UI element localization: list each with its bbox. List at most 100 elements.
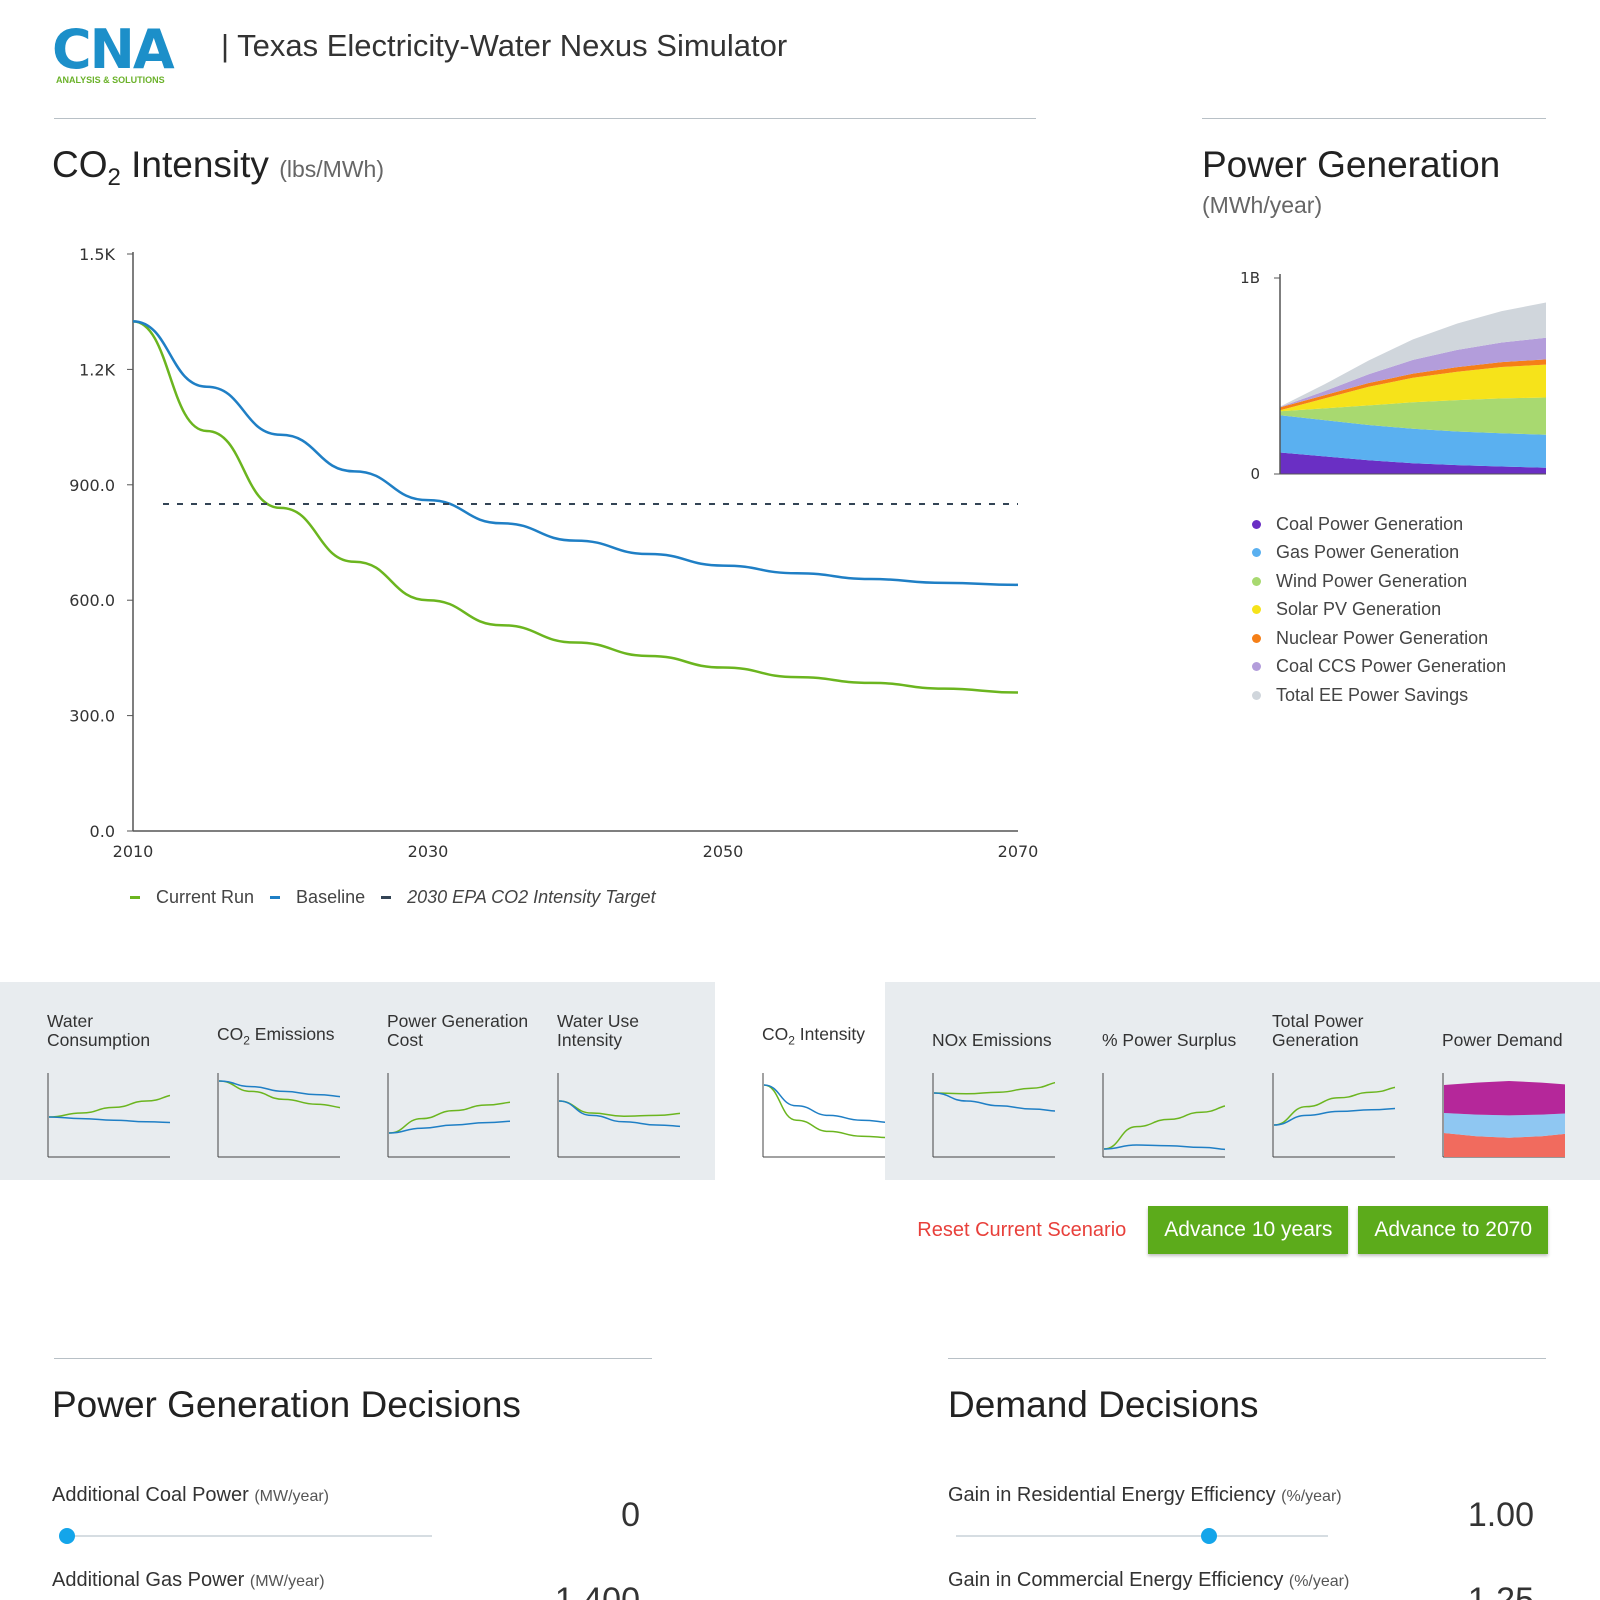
y-tick-label: 0 (1250, 465, 1260, 483)
slider-label-text: Gain in Commercial Energy Efficiency (948, 1569, 1289, 1591)
sparkline (387, 1073, 510, 1158)
slider-label-text: Additional Coal Power (52, 1484, 255, 1506)
divider (54, 118, 1036, 119)
legend-label: Total EE Power Savings (1276, 684, 1469, 705)
y-tick-label: 0.0 (90, 822, 115, 841)
metric-tile-nox-emissions[interactable]: NOx Emissions (885, 982, 1055, 1180)
metric-tile-water-consumption[interactable]: Water Consumption (0, 982, 170, 1180)
sparkline (1272, 1073, 1395, 1158)
power-generation-title: Power Generation (1202, 144, 1501, 185)
scenario-actions: Reset Current Scenario Advance 10 years … (917, 1206, 1548, 1254)
slider-unit: (MW/year) (249, 1573, 325, 1590)
slider-value: 0 (621, 1496, 640, 1534)
baseline-sparkline (1273, 1107, 1395, 1126)
y-tick-label: 1.2K (79, 360, 115, 379)
current-run-sparkline (218, 1080, 340, 1109)
baseline-sparkline (933, 1092, 1055, 1112)
legend-label: Baseline (296, 887, 366, 907)
power-generation-legend: Coal Power Generation Gas Power Generatio… (1252, 510, 1506, 710)
app-header: CNA ANALYSIS & SOLUTIONS | Texas Electri… (52, 20, 787, 90)
current-run-sparkline (48, 1094, 170, 1118)
legend-dot (1252, 548, 1261, 558)
slider-value: 1,400 (554, 1581, 640, 1600)
legend-item: Gas Power Generation (1252, 539, 1506, 568)
baseline-sparkline (1103, 1144, 1225, 1151)
legend-swatch (270, 896, 281, 899)
sparkline (217, 1073, 340, 1158)
baseline-line (132, 320, 1019, 587)
legend-dot (1252, 605, 1261, 615)
coal-ccs-area (1280, 337, 1546, 408)
slider-label: Additional Gas Power (MW/year) (52, 1569, 325, 1592)
power-generation-chart: 1B 0 (1240, 269, 1546, 483)
current-run-sparkline (1273, 1086, 1395, 1126)
ee-savings-area (1280, 302, 1546, 407)
legend-dot (1252, 519, 1261, 529)
legend-label: Solar PV Generation (1276, 599, 1442, 620)
legend-dot (1252, 576, 1261, 586)
legend-item: Wind Power Generation (1252, 567, 1506, 596)
metric-tile-label: CO2 Intensity (762, 1023, 865, 1047)
demand-band (1444, 1081, 1565, 1116)
sparkline (1442, 1073, 1565, 1158)
current-run-line (132, 320, 1019, 694)
baseline-sparkline (763, 1084, 885, 1124)
current-run-sparkline (388, 1101, 510, 1134)
baseline-sparkline (388, 1120, 510, 1134)
legend-label: Wind Power Generation (1276, 570, 1468, 591)
co2-intensity-chart: 0.0 300.0 600.0 900.0 1.2K 1.5K 2010 2030 2050 20… (69, 245, 1039, 860)
metric-tile-label: Water Use Intensity (557, 1011, 640, 1050)
metric-tile-power-generation-cost[interactable]: Power Generation Cost (340, 982, 528, 1180)
slider-unit: (%/year) (1288, 1573, 1350, 1590)
legend-label: Coal Power Generation (1276, 513, 1464, 534)
power-generation-decisions-title: Power Generation Decisions (52, 1384, 521, 1425)
slider-label-text: Gain in Residential Energy Efficiency (948, 1484, 1282, 1506)
demand-band (1444, 1113, 1565, 1138)
legend-dot (1252, 633, 1261, 643)
title-intensity: Intensity (120, 144, 269, 185)
sparkline (762, 1073, 885, 1158)
divider (948, 1358, 1546, 1359)
nuclear-area (1280, 359, 1546, 411)
baseline-sparkline (218, 1080, 340, 1098)
metric-tile-total-power-generation[interactable]: Total Power Generation (1225, 982, 1395, 1180)
reset-scenario-link[interactable]: Reset Current Scenario (917, 1218, 1127, 1241)
logo-subtext: ANALYSIS & SOLUTIONS (56, 75, 165, 85)
x-tick-label: 2070 (998, 842, 1039, 860)
metric-tile--power-surplus[interactable]: % Power Surplus (1055, 982, 1236, 1180)
title-co: CO (52, 144, 108, 185)
slider-label: Gain in Commercial Energy Efficiency (%/… (948, 1569, 1349, 1592)
metric-tile-power-demand[interactable]: Power Demand (1395, 982, 1565, 1180)
current-run-sparkline (763, 1084, 885, 1139)
logo-text: CNA (52, 18, 175, 81)
legend-label: 2030 EPA CO2 Intensity Target (407, 887, 656, 907)
advance-to-2070-button[interactable]: Advance to 2070 (1358, 1206, 1548, 1254)
slider-track[interactable] (956, 1535, 1328, 1537)
wind-area (1280, 397, 1546, 435)
slider-label: Additional Coal Power (MW/year) (52, 1484, 329, 1507)
slider-knob[interactable] (59, 1528, 75, 1544)
sparkline (557, 1073, 680, 1158)
co2-unit: (lbs/MWh) (279, 156, 384, 182)
legend-label: Gas Power Generation (1276, 542, 1460, 563)
legend-label: Nuclear Power Generation (1276, 627, 1489, 648)
cna-logo[interactable]: CNA ANALYSIS & SOLUTIONS (52, 23, 187, 87)
slider-knob[interactable] (1200, 1528, 1217, 1544)
legend-swatch (130, 896, 140, 899)
metric-tile-co2-intensity[interactable]: CO2 Intensity (715, 982, 885, 1180)
metric-tile-co2-emissions[interactable]: CO2 Emissions (170, 982, 340, 1180)
demand-decisions-title: Demand Decisions (948, 1384, 1259, 1425)
legend-item: Solar PV Generation (1252, 596, 1506, 625)
legend-dot (1252, 690, 1261, 700)
slider-value: 1.25 (1467, 1581, 1534, 1600)
solar-area (1280, 364, 1546, 412)
legend-item: Nuclear Power Generation (1252, 624, 1506, 653)
slider-label: Gain in Residential Energy Efficiency (%… (948, 1484, 1342, 1507)
legend-label: Current Run (156, 887, 255, 907)
metric-tile-water-use-intensity[interactable]: Water Use Intensity (510, 982, 680, 1180)
advance-10-years-button[interactable]: Advance 10 years (1148, 1206, 1349, 1254)
metric-tile-label: Power Demand (1442, 1030, 1563, 1050)
slider-track[interactable] (60, 1535, 432, 1537)
metric-tile-label: Power Generation Cost (387, 1011, 529, 1050)
slider-label-text: Additional Gas Power (52, 1569, 250, 1591)
